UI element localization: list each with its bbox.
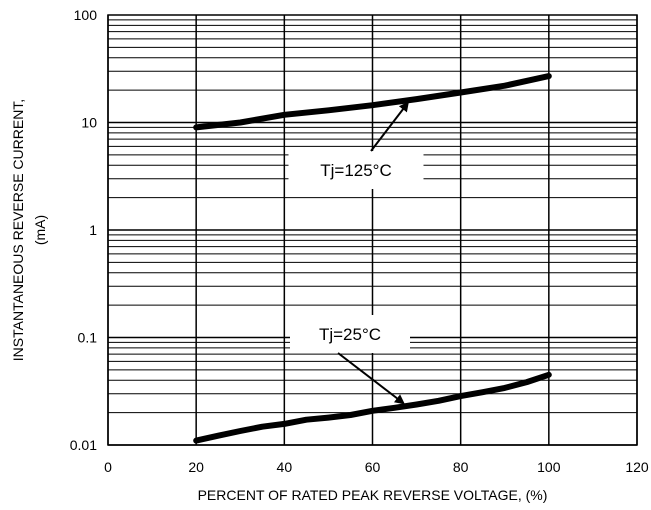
y-tick-label: 1	[89, 222, 97, 238]
annotation-0: Tj=125°C	[288, 101, 424, 189]
x-tick-label: 0	[104, 459, 112, 475]
x-tick-label: 40	[277, 459, 293, 475]
y-tick-label: 10	[81, 115, 97, 131]
x-axis-title: PERCENT OF RATED PEAK REVERSE VOLTAGE, (…	[198, 487, 548, 503]
annotation-1: Tj=25°C	[290, 315, 410, 405]
annotation-arrow	[370, 101, 409, 152]
y-tick-label: 100	[74, 7, 98, 23]
y-tick-label: 0.1	[78, 330, 98, 346]
annotations: Tj=125°C Tj=25°C	[288, 101, 424, 405]
y-axis-title-line1: INSTANTANEOUS REVERSE CURRENT,	[10, 99, 26, 361]
grid-lines	[107, 15, 638, 446]
x-tick-label: 120	[625, 459, 649, 475]
annotation-arrow	[337, 352, 405, 405]
annotation-label: Tj=25°C	[319, 325, 381, 344]
tick-labels: 0 20 40 60 80 100 120 0.01 0.1 1 10 100	[70, 7, 649, 475]
plot-frame	[107, 14, 638, 446]
x-tick-label: 100	[537, 459, 561, 475]
x-tick-label: 20	[188, 459, 204, 475]
x-tick-label: 80	[453, 459, 469, 475]
y-axis-title-line2: (mA)	[32, 215, 48, 245]
data-series	[193, 73, 552, 444]
annotation-label: Tj=125°C	[320, 161, 392, 180]
annotation-box	[290, 315, 410, 353]
annotation-box	[288, 151, 424, 189]
series-line-0	[193, 73, 552, 131]
y-tick-label: 0.01	[70, 437, 97, 453]
series-line-1	[193, 371, 552, 444]
x-tick-label: 60	[365, 459, 381, 475]
